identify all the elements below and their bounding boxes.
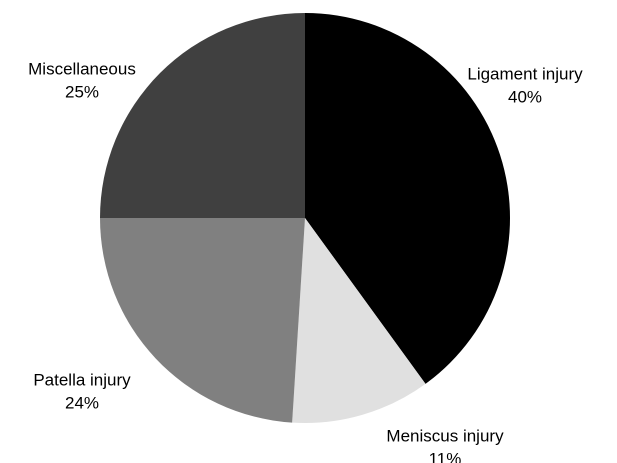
slice-value-label: 24% [65, 393, 99, 412]
pie-slice [305, 13, 510, 384]
pie-slice [292, 218, 426, 424]
pie-slice [100, 13, 305, 218]
slice-label: Miscellaneous [28, 59, 136, 78]
slice-label: Ligament injury [467, 64, 583, 83]
slice-value-label: 40% [508, 87, 542, 106]
slice-value-label: 25% [65, 82, 99, 101]
slice-label: Patella injury [33, 370, 131, 389]
slice-label: Meniscus injury [386, 426, 504, 445]
slice-value-label: 11% [429, 449, 462, 463]
pie-slice [100, 218, 305, 423]
